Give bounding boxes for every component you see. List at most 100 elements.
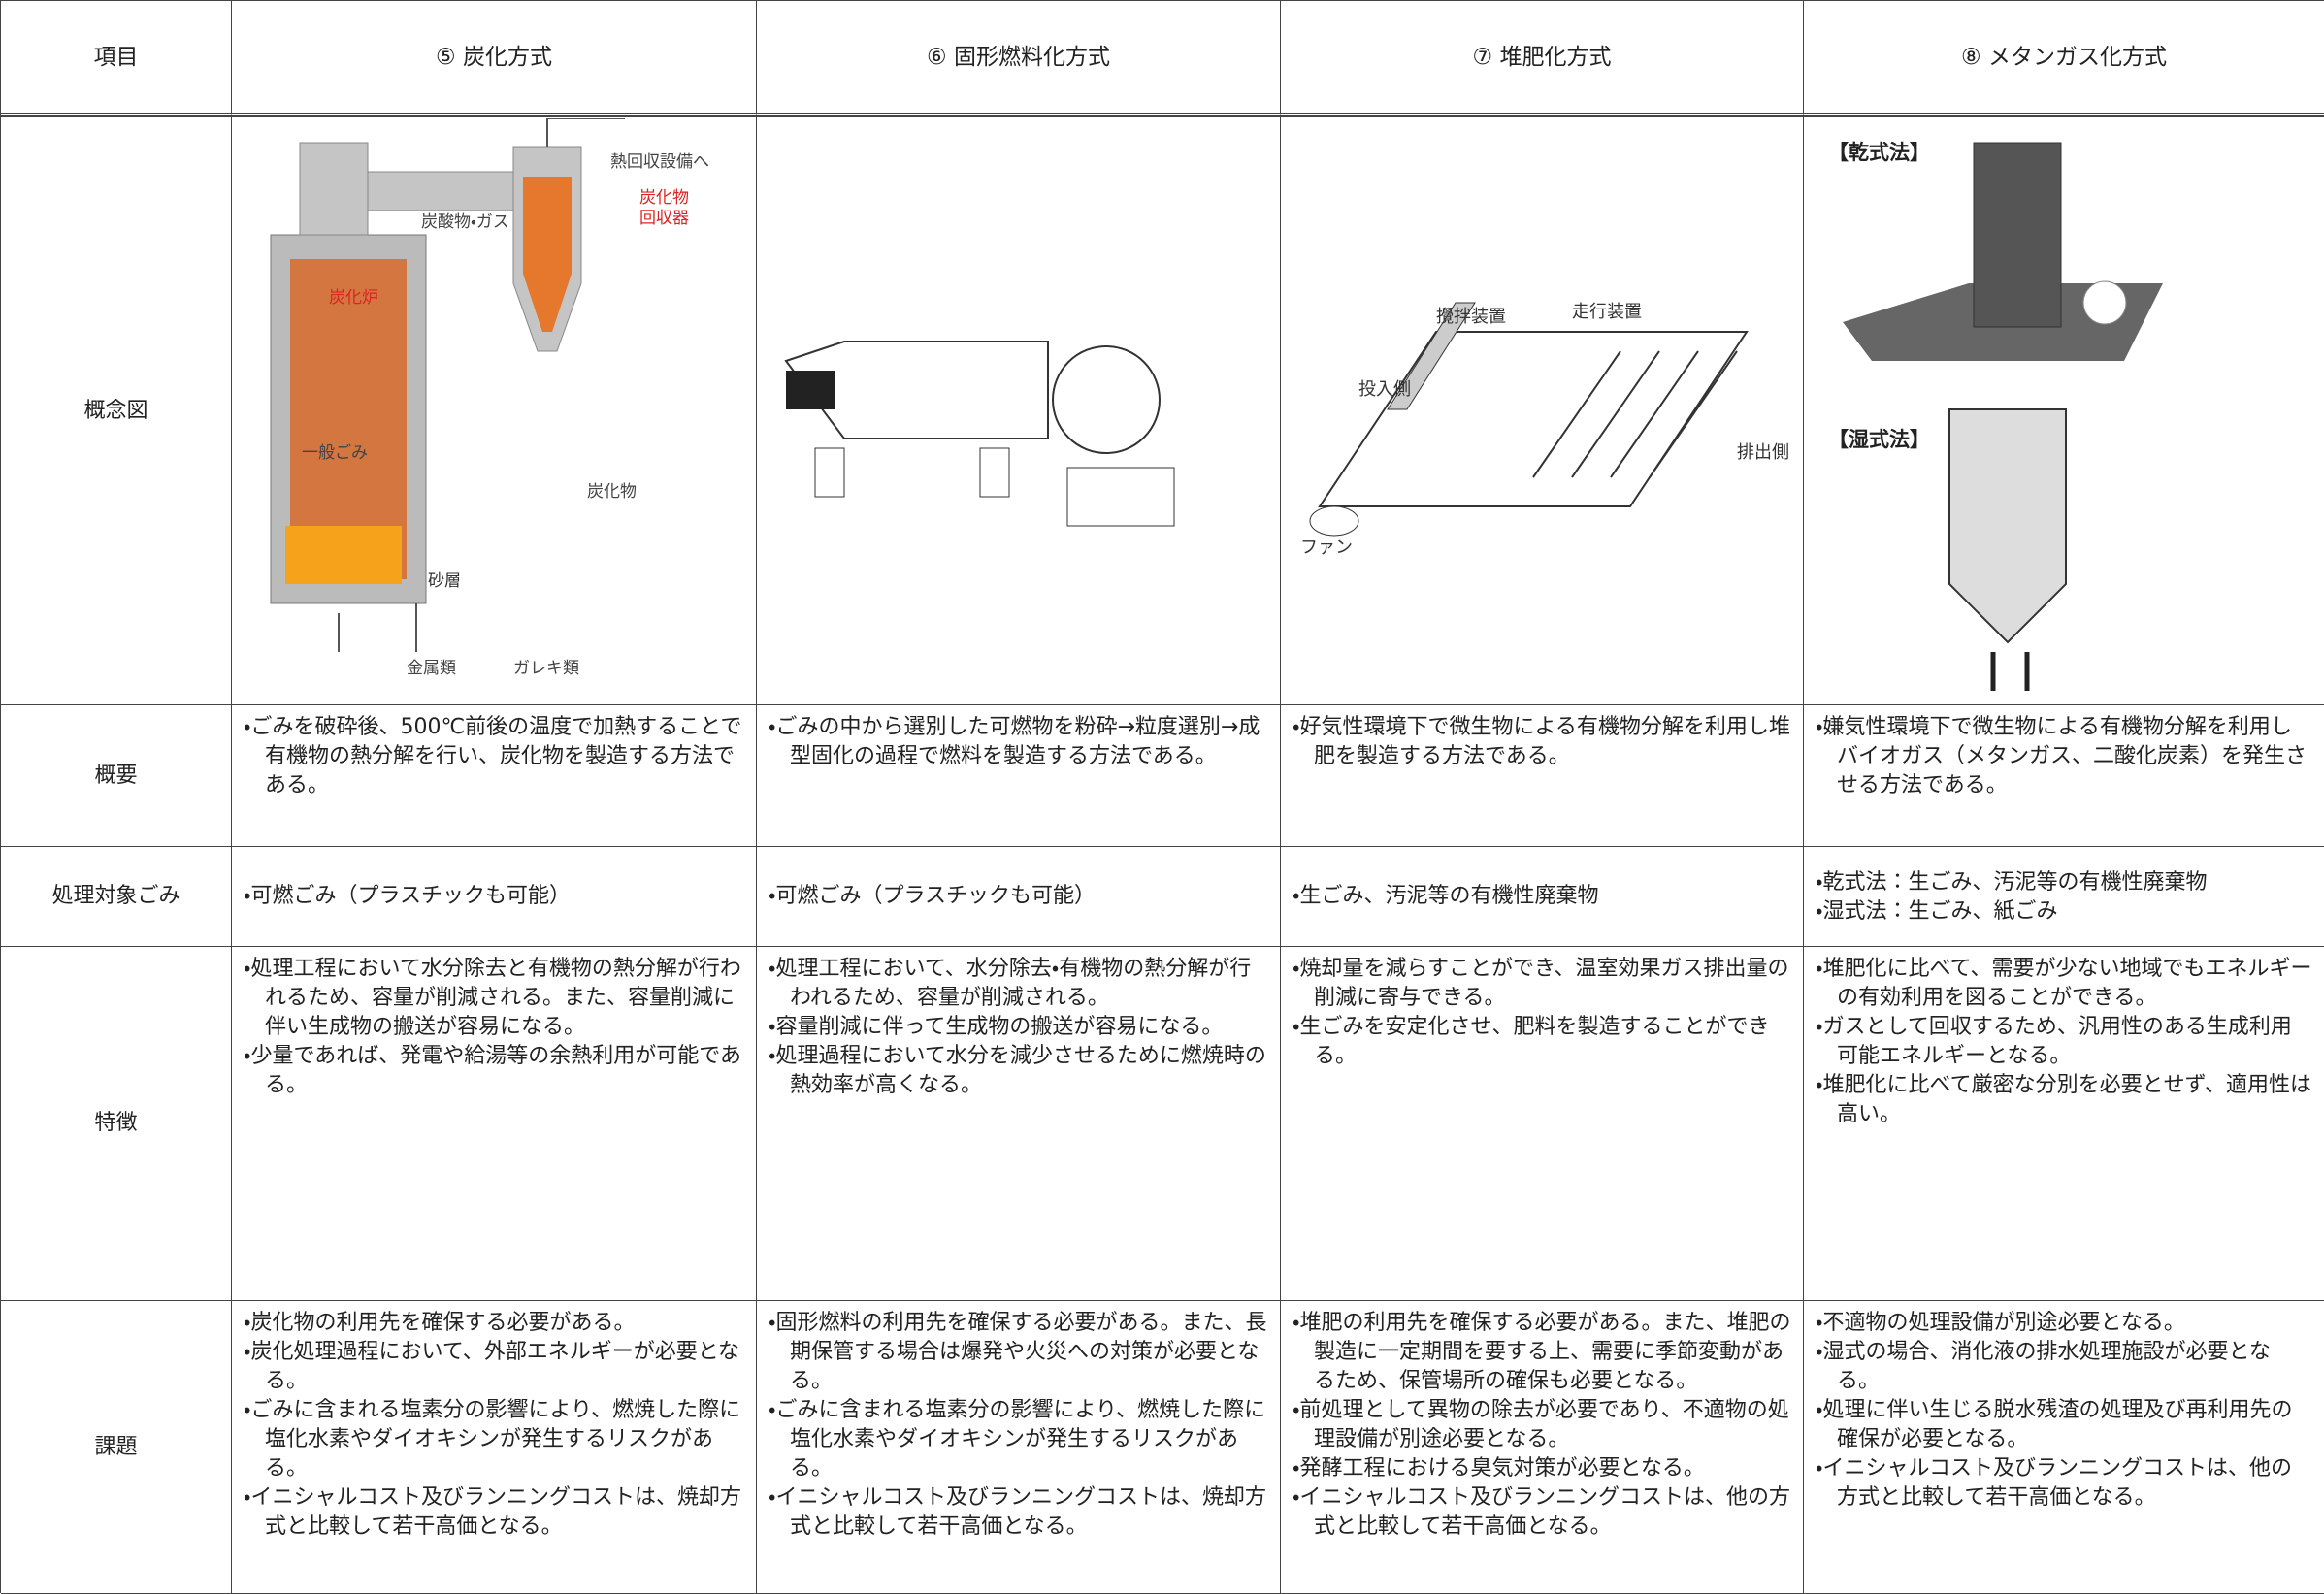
- drum: [784, 341, 1049, 439]
- bullet-item: ・イニシャルコスト及びランニングコストは、他の方式と比較して若干高価となる。: [1293, 1485, 1791, 1539]
- row-label: 概念図: [1, 117, 232, 705]
- diagram-label: 投入側: [1358, 379, 1411, 400]
- bullet-item: ・嫌気性環境下で微生物による有機物分解を利用しバイオガス（メタンガス、二酸化炭素…: [1816, 715, 2308, 797]
- diagram-label: 炭化炉: [329, 288, 378, 308]
- diagram-label: 【湿式法】: [1828, 428, 1930, 451]
- bullet-item: ・可燃ごみ（プラスチックも可能）: [244, 884, 572, 908]
- diagram-label: 排出側: [1737, 442, 1789, 463]
- content-cell: ・ごみの中から選別した可燃物を粉砕→粒度選別→成型固化の過程で燃料を製造する方法…: [757, 705, 1281, 847]
- content-cell: ・不適物の処理設備が別途必要となる。・湿式の場合、消化液の排水処理施設が必要とな…: [1804, 1301, 2324, 1594]
- bullet-item: ・好気性環境下で微生物による有機物分解を利用し堆肥を製造する方法である。: [1293, 715, 1790, 768]
- arrow: [546, 118, 625, 147]
- bullet-item: ・生ごみを安定化させ、肥料を製造することができる。: [1293, 1015, 1770, 1068]
- sand-bed: [285, 526, 402, 584]
- methane-diagram: 【乾式法】 【湿式法】: [1828, 141, 2163, 691]
- row-label: 特徴: [1, 947, 232, 1301]
- header-cell: ⑥ 固形燃料化方式: [757, 1, 1281, 117]
- bullet-item: ・可燃ごみ（プラスチックも可能）: [769, 884, 1097, 908]
- diagram-cell: [1804, 117, 2324, 705]
- diagram-cell: [757, 117, 1281, 705]
- outlet: [1990, 652, 2030, 691]
- composting-diagram: 攪拌装置 走行装置 投入側 排出側 ファン: [1300, 302, 1789, 558]
- bullet-item: ・処理工程において、水分除去・有機物の熱分解が行われるため、容量が削減される。: [769, 957, 1252, 1010]
- fan: [1309, 505, 1359, 537]
- content-cell: ・焼却量を減らすことができ、温室効果ガス排出量の削減に寄与できる。 ・生ごみを安定…: [1281, 947, 1804, 1301]
- header-cell: ⑦ 堆肥化方式: [1281, 1, 1804, 117]
- bullet-item: ・イニシャルコスト及びランニングコストは、他の方式と比較して若干高価となる。: [1816, 1456, 2293, 1510]
- tank: [1973, 142, 2062, 328]
- content-cell: ・嫌気性環境下で微生物による有機物分解を利用しバイオガス（メタンガス、二酸化炭素…: [1804, 705, 2324, 847]
- bullet-item: ・堆肥化に比べて厳密な分別を必要とせず、適用性は高い。: [1816, 1073, 2312, 1126]
- header-cell: ⑤ 炭化方式: [232, 1, 757, 117]
- content-cell: ・処理工程において、水分除去・有機物の熱分解が行われるため、容量が削減される。・…: [757, 947, 1281, 1301]
- bullet-item: ・乾式法：生ごみ、汚泥等の有機性廃棄物: [1816, 870, 2208, 895]
- bullet-item: ・炭化物の利用先を確保する必要がある。: [244, 1311, 636, 1335]
- row-label: 課題: [1, 1301, 232, 1594]
- content-cell: ・乾式法：生ごみ、汚泥等の有機性廃棄物 ・湿式法：生ごみ、紙ごみ: [1804, 847, 2324, 947]
- diagram-label: 炭化物: [587, 482, 637, 502]
- bullet-item: ・ごみに含まれる塩素分の影響により、燃焼した際に塩化水素やダイオキシンが発生する…: [769, 1398, 1266, 1480]
- gas-holder: [2082, 280, 2127, 325]
- bullet-item: ・イニシャルコスト及びランニングコストは、焼却方式と比較して若干高価となる。: [244, 1485, 742, 1539]
- digester: [1948, 408, 2067, 644]
- drum-end: [1052, 345, 1161, 454]
- diagram-cell: [1281, 117, 1804, 705]
- bullet-item: ・堆肥化に比べて、需要が少ない地域でもエネルギーの有効利用を図ることができる。: [1816, 957, 2312, 1010]
- diagram-label: 回収器: [639, 209, 689, 228]
- bullet-item: ・固形燃料の利用先を確保する必要がある。また、長期保管する場合は爆発や火災への対…: [769, 1311, 1267, 1393]
- agitator: [1387, 302, 1476, 410]
- bullet-item: ・ごみに含まれる塩素分の影響により、燃焼した際に塩化水素やダイオキシンが発生する…: [244, 1398, 741, 1480]
- carbonization-diagram: 熱回収設備へ 炭化物 回収器 炭酸物・ガス 炭化炉 一般ごみ 炭化物 砂層 金属…: [270, 118, 709, 678]
- diagram-label: 走行装置: [1572, 302, 1642, 322]
- bullet-item: ・処理に伴い生じる脱水残渣の処理及び再利用先の確保が必要となる。: [1816, 1398, 2293, 1451]
- bullet-item: ・イニシャルコスト及びランニングコストは、焼却方式と比較して若干高価となる。: [769, 1485, 1267, 1539]
- content-cell: ・処理工程において水分除去と有機物の熱分解が行われるため、容量が削減される。また…: [232, 947, 757, 1301]
- feed: [786, 371, 835, 409]
- bullet-item: ・焼却量を減らすことができ、温室効果ガス排出量の削減に寄与できる。: [1293, 957, 1789, 1010]
- diagram-label: 炭酸物・ガス: [421, 212, 509, 232]
- diagram-label: 熱回収設備へ: [610, 152, 709, 172]
- cyclone-fill: [523, 177, 572, 332]
- diagram-label: 攪拌装置: [1436, 307, 1506, 327]
- content-cell: ・ごみを破砕後、500℃前後の温度で加熱することで有機物の熱分解を行い、炭化物を…: [232, 705, 757, 847]
- bullet-item: ・ごみの中から選別した可燃物を粉砕→粒度選別→成型固化の過程で燃料を製造する方法…: [769, 715, 1260, 768]
- duct: [367, 171, 524, 211]
- arrow: [338, 603, 417, 652]
- diagram-label: ファン: [1300, 537, 1353, 558]
- diagram-label: ガレキ類: [513, 659, 579, 678]
- bullet-item: ・堆肥の利用先を確保する必要がある。また、堆肥の製造に一定期間を要する上、需要に…: [1293, 1311, 1791, 1393]
- support: [979, 447, 1010, 498]
- content-cell: ・堆肥の利用先を確保する必要がある。また、堆肥の製造に一定期間を要する上、需要に…: [1281, 1301, 1804, 1594]
- row-label: 概要: [1, 705, 232, 847]
- bullet-item: ・湿式の場合、消化液の排水処理施設が必要となる。: [1816, 1340, 2271, 1393]
- bullet-item: ・処理過程において水分を減少させるために燃焼時の熱効率が高くなる。: [769, 1044, 1266, 1097]
- diagram-label: 砂層: [428, 571, 461, 591]
- bullet-item: ・前処理として異物の除去が必要であり、不適物の処理設備が別途必要となる。: [1293, 1398, 1789, 1451]
- diagram-label: 炭化物: [639, 188, 689, 208]
- header-cell: 項目: [1, 1, 232, 117]
- bullet-item: ・ごみを破砕後、500℃前後の温度で加熱することで有機物の熱分解を行い、炭化物を…: [244, 715, 742, 797]
- bullet-item: ・ガスとして回収するため、汎用性のある生成利用可能エネルギーとなる。: [1816, 1015, 2292, 1068]
- header-cell: ⑧ メタンガス化方式: [1804, 1, 2324, 117]
- bullet-item: ・不適物の処理設備が別途必要となる。: [1816, 1311, 2185, 1335]
- content-cell: ・生ごみ、汚泥等の有機性廃棄物: [1281, 847, 1804, 947]
- support: [814, 447, 845, 498]
- trough: [1318, 331, 1749, 507]
- bullet-item: ・処理工程において水分除去と有機物の熱分解が行われるため、容量が削減される。また…: [244, 957, 741, 1039]
- bullet-item: ・発酵工程における臭気対策が必要となる。: [1293, 1456, 1705, 1480]
- content-cell: ・堆肥化に比べて、需要が少ない地域でもエネルギーの有効利用を図ることができる。・…: [1804, 947, 2324, 1301]
- bullet-item: ・容量削減に伴って生成物の搬送が容易になる。: [769, 1015, 1224, 1039]
- content-cell: ・炭化物の利用先を確保する必要がある。・炭化処理過程において、外部エネルギーが必…: [232, 1301, 757, 1594]
- diagram-label: 一般ごみ: [302, 443, 368, 463]
- diagram-label: 金属類: [407, 659, 456, 678]
- content-cell: ・可燃ごみ（プラスチックも可能）: [232, 847, 757, 947]
- bullet-item: ・炭化処理過程において、外部エネルギーが必要となる。: [244, 1340, 740, 1393]
- solid-fuel-diagram: [784, 341, 1175, 527]
- bullet-item: ・湿式法：生ごみ、紙ごみ: [1816, 899, 2058, 924]
- partitions: [1532, 350, 1738, 478]
- diagram-label: 【乾式法】: [1828, 141, 1930, 164]
- content-cell: ・好気性環境下で微生物による有機物分解を利用し堆肥を製造する方法である。: [1281, 705, 1804, 847]
